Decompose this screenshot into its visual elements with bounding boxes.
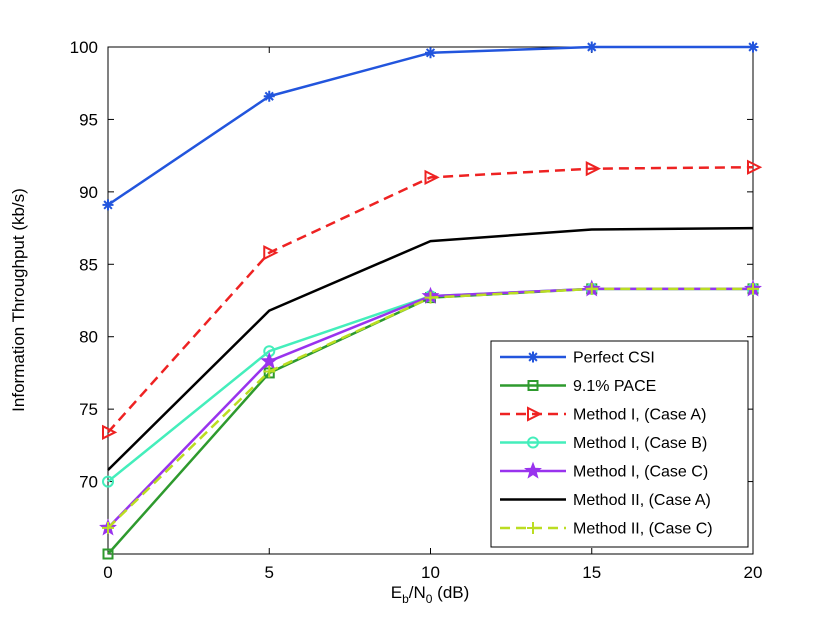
y-axis-label: Information Throughput (kb/s) (9, 188, 28, 412)
data-point (263, 365, 276, 378)
series-method-i-case-a (102, 159, 763, 440)
data-point (585, 282, 598, 295)
data-point (102, 199, 114, 211)
legend-marker (527, 351, 539, 363)
data-point (425, 47, 436, 59)
legend-box (490, 340, 749, 548)
data-point (747, 159, 763, 175)
x-tick-label: 20 (744, 563, 763, 582)
series-method-ii-case-c (102, 282, 759, 534)
data-point (586, 41, 598, 53)
series-line (107, 226, 754, 471)
legend-item-method-i-case-b: Method I, (Case B) (500, 435, 707, 452)
x-axis-label: Eb/N0 (dB) (391, 583, 470, 606)
y-tick-label: 100 (70, 38, 98, 57)
legend: Perfect CSI 9.1% PACE Method I, (Case A) Me… (490, 340, 749, 548)
x-tick-label: 5 (265, 563, 274, 582)
y-tick-label: 70 (79, 473, 98, 492)
data-point (424, 169, 440, 185)
series-line (107, 165, 754, 434)
legend-label: Method I, (Case B) (573, 435, 707, 452)
data-point (102, 521, 114, 534)
data-point (747, 41, 759, 53)
legend-label: 9.1% PACE (573, 378, 656, 395)
y-tick-label: 80 (79, 328, 98, 347)
legend-label: Method I, (Case C) (573, 464, 708, 481)
y-tick-label: 75 (79, 400, 98, 419)
x-tick-label: 15 (582, 563, 601, 582)
legend-label: Method II, (Case A) (573, 492, 711, 509)
legend-item-perfect-csi: Perfect CSI (500, 350, 655, 367)
legend-item-method-i-case-c: Method I, (Case C) (500, 461, 708, 481)
legend-label: Perfect CSI (573, 350, 655, 367)
legend-label: Method I, (Case A) (573, 407, 706, 424)
x-tick-label: 0 (103, 563, 112, 582)
data-point (424, 291, 437, 304)
data-point (263, 90, 275, 102)
data-point (102, 424, 118, 440)
legend-marker (524, 461, 542, 479)
y-tick-label: 85 (79, 255, 98, 274)
data-point (102, 548, 114, 560)
data-point (102, 475, 114, 488)
series-method-ii-case-a (107, 226, 754, 471)
legend-marker (527, 406, 543, 422)
data-point (747, 282, 759, 295)
legend-item-method-ii-case-a: Method II, (Case A) (500, 492, 711, 509)
legend-marker (527, 380, 539, 391)
y-tick-label: 95 (79, 110, 98, 129)
legend-item-9-1-pace: 9.1% PACE (500, 378, 656, 395)
x-tick-label: 10 (421, 563, 440, 582)
series-perfect-csi (102, 41, 759, 211)
legend-item-method-ii-case-c: Method II, (Case C) (500, 521, 713, 538)
y-tick-label: 90 (79, 183, 98, 202)
data-point (260, 351, 279, 369)
data-point (263, 245, 279, 261)
legend-marker (527, 436, 539, 449)
series-layer (99, 41, 763, 560)
legend-item-method-i-case-a: Method I, (Case A) (500, 406, 706, 424)
data-point (585, 161, 601, 177)
legend-label: Method II, (Case C) (573, 521, 713, 538)
legend-marker (527, 522, 539, 534)
axis-ticks: 0 5 10 15 20 70 75 80 85 90 95 100 (70, 38, 763, 582)
